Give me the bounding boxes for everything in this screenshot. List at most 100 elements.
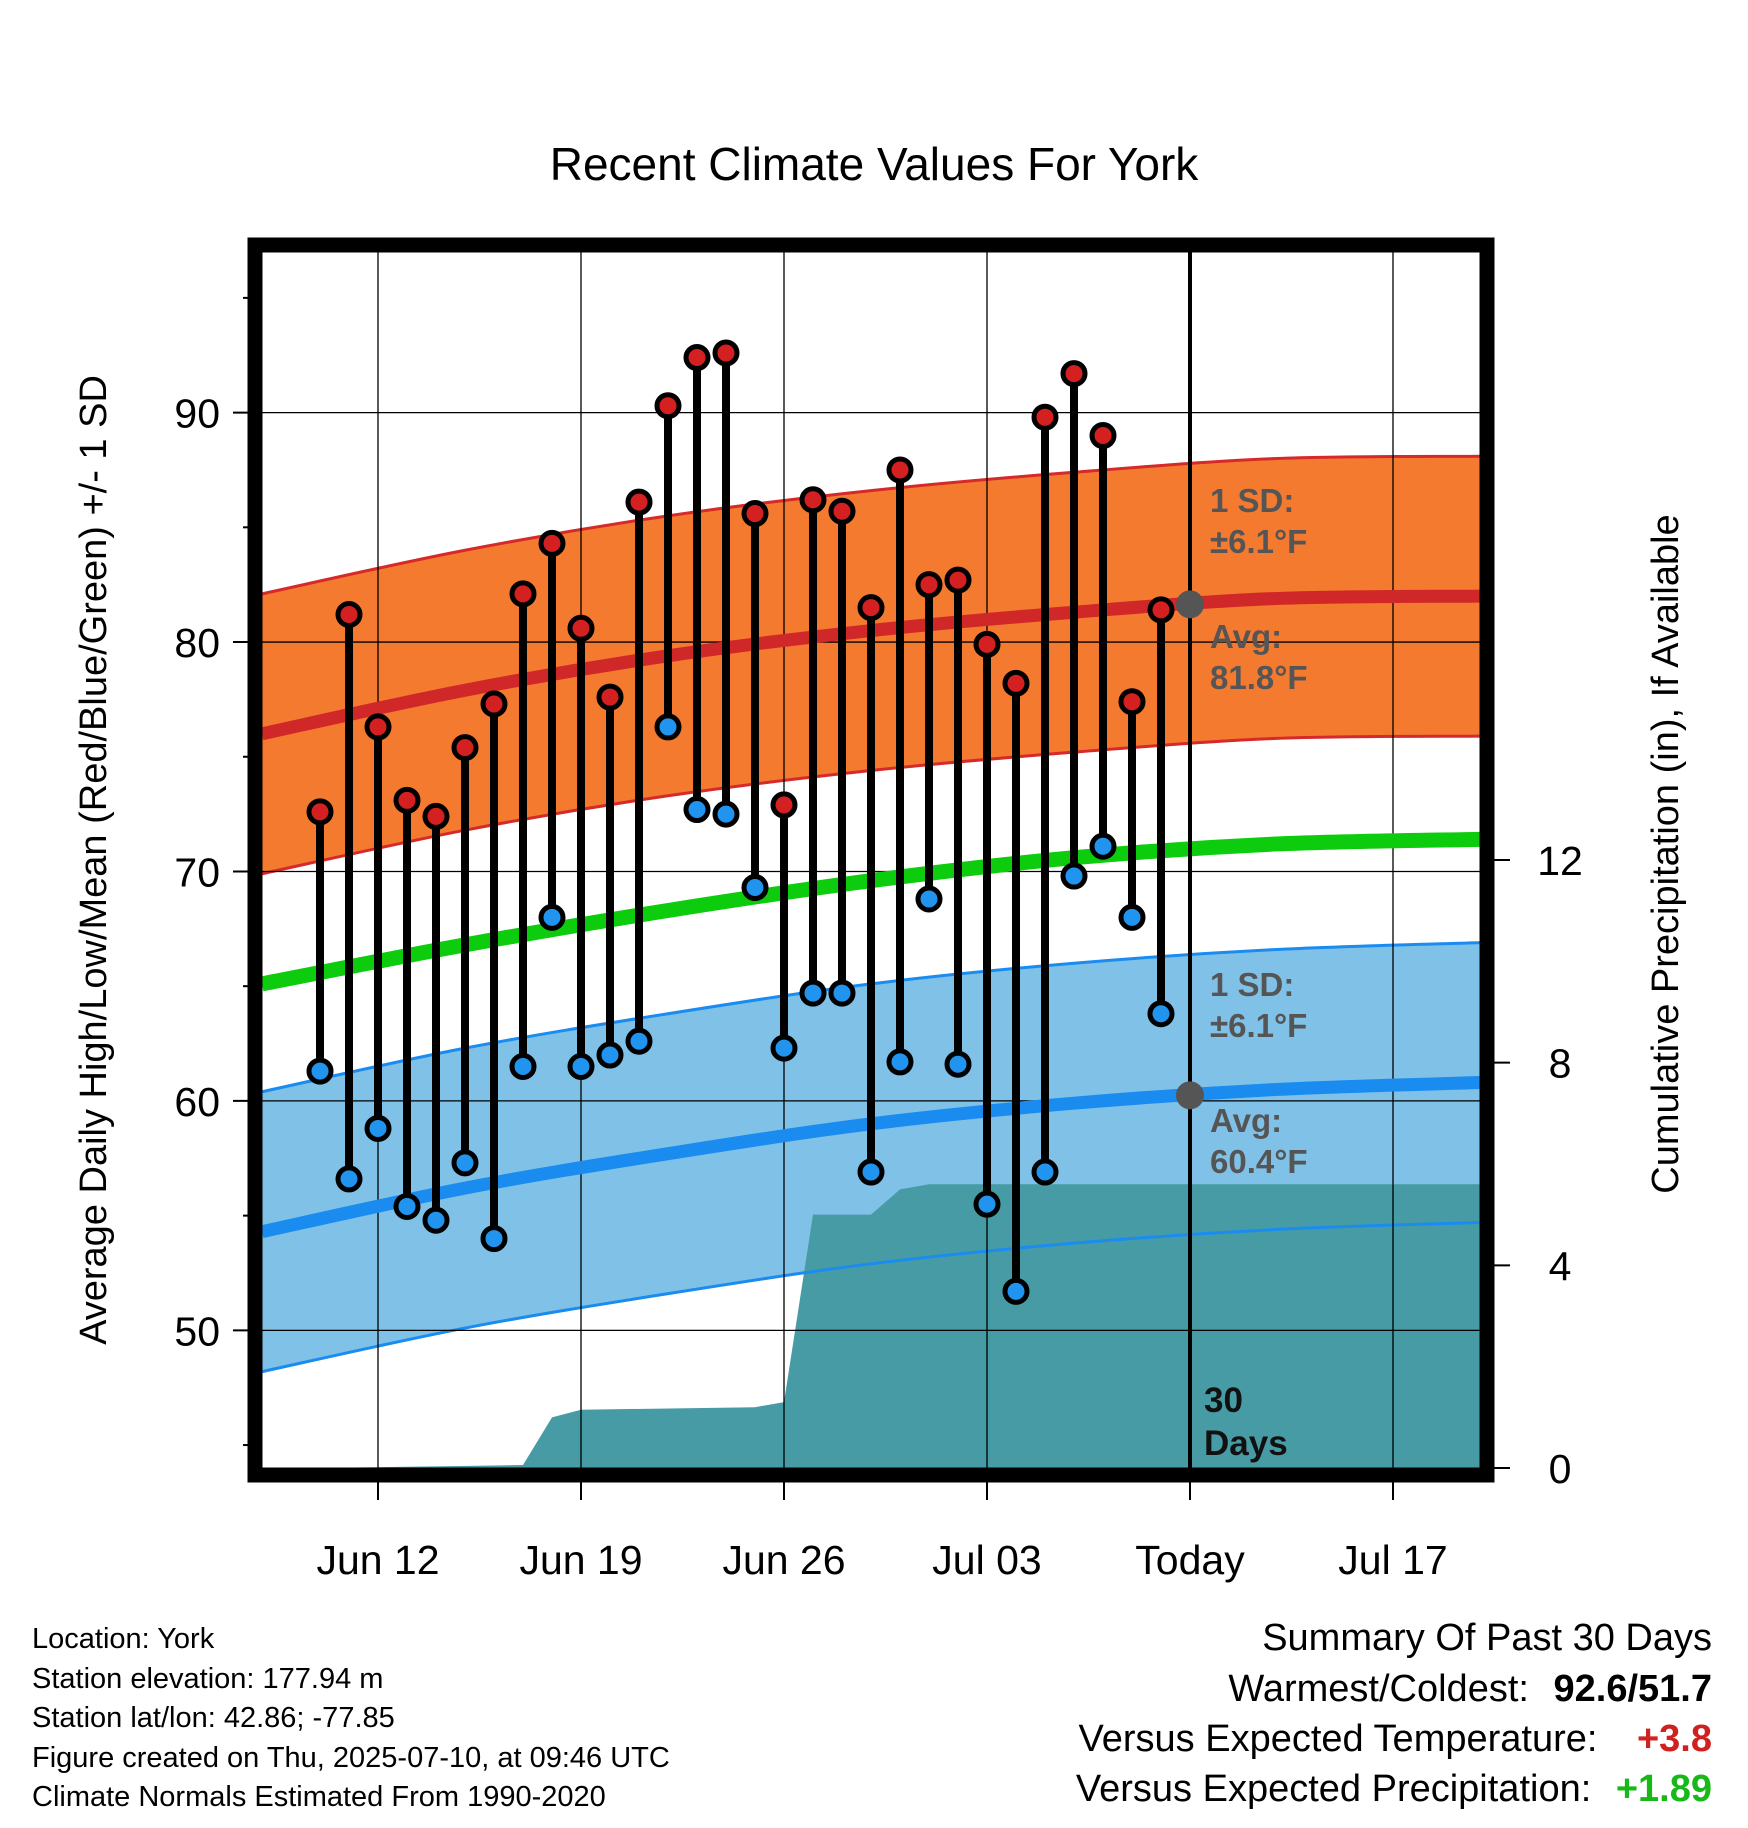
daily-high-marker — [973, 630, 1001, 658]
y2-tick-label: 4 — [1549, 1243, 1572, 1289]
daily-high-marker — [857, 594, 885, 622]
daily-low-marker — [1031, 1158, 1059, 1186]
daily-low-marker — [654, 713, 682, 741]
daily-high-marker — [509, 580, 537, 608]
daily-low-marker — [770, 1034, 798, 1062]
precip-departure-value: +1.89 — [1615, 1768, 1712, 1810]
daily-high-marker — [654, 392, 682, 420]
station-info: Location: York Station elevation: 177.94… — [32, 1620, 670, 1818]
daily-low-marker — [712, 800, 740, 828]
summary-title: Summary Of Past 30 Days — [1262, 1617, 1712, 1659]
x-axis-label: Day — [838, 1597, 909, 1600]
daily-high-marker — [799, 486, 827, 514]
high-avg-value: 81.8°F — [1210, 659, 1308, 696]
daily-high-marker — [1147, 596, 1175, 624]
daily-low-marker — [915, 885, 943, 913]
temp-departure-value: +3.8 — [1636, 1718, 1712, 1760]
high-avg-label: Avg: — [1210, 618, 1282, 655]
summary-warmest-row: Warmest/Coldest: 92.6/51.7 — [1076, 1664, 1712, 1714]
daily-series — [306, 339, 1175, 1305]
daily-high-marker — [944, 566, 972, 594]
daily-high-marker — [422, 802, 450, 830]
high-sd-upper-edge — [262, 454, 1480, 596]
daily-low-marker — [625, 1027, 653, 1055]
days-label-word: Days — [1204, 1424, 1288, 1463]
daily-low-marker — [1089, 832, 1117, 860]
daily-high-marker — [364, 713, 392, 741]
daily-low-marker — [364, 1114, 392, 1142]
daily-low-marker — [509, 1052, 537, 1080]
chart-title: Recent Climate Values For York — [550, 138, 1200, 190]
daily-low-marker — [944, 1050, 972, 1078]
x-axis — [377, 1475, 1394, 1500]
daily-high-marker — [335, 601, 363, 629]
y-axis-right — [1487, 859, 1510, 1469]
daily-low-marker — [1002, 1277, 1030, 1305]
daily-high-marker — [306, 798, 334, 826]
y-tick-label: 90 — [174, 391, 220, 437]
y2-tick-label: 12 — [1537, 838, 1583, 884]
daily-high-marker — [1060, 360, 1088, 388]
daily-low-marker — [799, 979, 827, 1007]
y-axis-label: Average Daily High/Low/Mean (Red/Blue/Gr… — [73, 375, 115, 1345]
x-tick-label: Jul 03 — [932, 1537, 1041, 1583]
daily-high-marker — [538, 529, 566, 557]
daily-high-marker — [625, 488, 653, 516]
daily-low-marker — [1060, 862, 1088, 890]
daily-high-marker — [741, 500, 769, 528]
latlon-text: Station lat/lon: 42.86; -77.85 — [32, 1702, 395, 1734]
y-tick-label: 80 — [174, 620, 220, 666]
daily-high-marker — [480, 690, 508, 718]
location-text: Location: York — [32, 1623, 215, 1655]
summary-panel: Summary Of Past 30 Days Warmest/Coldest:… — [1076, 1612, 1712, 1814]
y-tick-label: 70 — [174, 849, 220, 895]
precip-departure-label: Versus Expected Precipitation: — [1075, 1768, 1592, 1810]
daily-high-marker — [712, 339, 740, 367]
y2-tick-label: 8 — [1549, 1041, 1572, 1087]
daily-high-marker — [915, 571, 943, 599]
daily-low-marker — [480, 1225, 508, 1253]
daily-low-marker — [567, 1052, 595, 1080]
daily-low-marker — [422, 1206, 450, 1234]
daily-low-marker — [828, 979, 856, 1007]
summary-temp-row: Versus Expected Temperature: +3.8 — [1076, 1714, 1712, 1764]
precip-area — [262, 1184, 1480, 1468]
daily-low-marker — [741, 874, 769, 902]
daily-low-marker — [393, 1192, 421, 1220]
normals-text: Climate Normals Estimated From 1990-2020 — [32, 1781, 606, 1813]
today-high-normal-marker — [1176, 590, 1204, 619]
daily-low-marker — [683, 796, 711, 824]
daily-high-marker — [1002, 669, 1030, 697]
y-tick-label: 50 — [174, 1308, 220, 1354]
low-avg-label: Avg: — [1210, 1102, 1282, 1139]
x-tick-label: Jun 12 — [316, 1537, 439, 1583]
daily-high-marker — [1031, 403, 1059, 431]
daily-high-marker — [886, 456, 914, 484]
temp-departure-label: Versus Expected Temperature: — [1078, 1718, 1598, 1760]
daily-high-marker — [596, 683, 624, 711]
daily-low-marker — [973, 1190, 1001, 1218]
daily-high-marker — [567, 614, 595, 642]
daily-high-marker — [393, 786, 421, 814]
plot-area: 1 SD: ±6.1°F Avg: 81.8°F 1 SD: ±6.1°F Avg: 60.4… — [73, 237, 1687, 1600]
y2-axis-label: Cumulative Precipitation (in), If Availa… — [1645, 514, 1687, 1193]
low-sd-label: 1 SD: — [1210, 966, 1294, 1003]
daily-low-marker — [335, 1165, 363, 1193]
summary-precip-row: Versus Expected Precipitation: +1.89 — [1076, 1764, 1712, 1814]
created-text: Figure created on Thu, 2025-07-10, at 09… — [32, 1741, 670, 1774]
daily-high-marker — [683, 344, 711, 372]
daily-high-marker — [1089, 422, 1117, 450]
high-sd-label: 1 SD: — [1210, 482, 1294, 519]
daily-high-marker — [1118, 688, 1146, 716]
elevation-text: Station elevation: 177.94 m — [32, 1662, 384, 1695]
today-low-normal-marker — [1176, 1081, 1204, 1110]
daily-low-marker — [886, 1048, 914, 1076]
daily-low-marker — [857, 1158, 885, 1186]
daily-high-marker — [770, 791, 798, 819]
x-tick-label: Jun 26 — [722, 1537, 845, 1583]
y-tick-label: 60 — [174, 1079, 220, 1125]
climate-chart: Recent Climate Values For York 1 SD: ±6.1… — [73, 138, 1687, 1600]
low-sd-value: ±6.1°F — [1210, 1007, 1307, 1044]
warmest-label: Warmest/Coldest: — [1228, 1668, 1529, 1710]
warmest-value: 92.6/51.7 — [1553, 1668, 1712, 1710]
